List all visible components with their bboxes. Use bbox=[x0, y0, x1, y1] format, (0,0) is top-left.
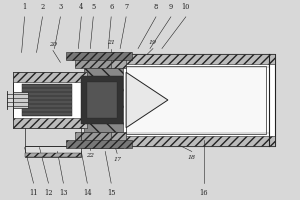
Bar bbox=[13, 118, 87, 128]
Bar bbox=[25, 153, 81, 157]
Text: 8: 8 bbox=[154, 3, 158, 11]
Bar bbox=[111, 54, 126, 68]
Text: 4: 4 bbox=[79, 3, 83, 11]
Bar bbox=[111, 132, 126, 146]
Polygon shape bbox=[126, 72, 168, 128]
Bar bbox=[111, 54, 275, 64]
Text: 12: 12 bbox=[44, 189, 53, 197]
Bar bbox=[75, 132, 123, 148]
Text: 11: 11 bbox=[29, 189, 38, 197]
Bar bbox=[126, 66, 266, 134]
Bar bbox=[66, 140, 132, 148]
Text: 21: 21 bbox=[107, 40, 115, 45]
Bar bbox=[87, 82, 117, 118]
Text: 13: 13 bbox=[59, 189, 68, 197]
Text: 17: 17 bbox=[113, 157, 121, 162]
Text: 10: 10 bbox=[182, 3, 190, 11]
Text: 5: 5 bbox=[91, 3, 95, 11]
Bar bbox=[66, 52, 132, 60]
Bar bbox=[81, 76, 123, 124]
Bar bbox=[25, 146, 81, 157]
Text: 1: 1 bbox=[22, 3, 27, 11]
Text: 3: 3 bbox=[58, 3, 62, 11]
Text: 20: 20 bbox=[49, 42, 57, 47]
Text: 6: 6 bbox=[109, 3, 113, 11]
Text: 16: 16 bbox=[200, 189, 208, 197]
Bar bbox=[13, 72, 87, 128]
Text: 7: 7 bbox=[124, 3, 128, 11]
Bar bbox=[84, 68, 123, 132]
Bar bbox=[75, 52, 123, 68]
Bar bbox=[111, 136, 275, 146]
Text: 18: 18 bbox=[188, 155, 196, 160]
Text: 9: 9 bbox=[169, 3, 173, 11]
Bar bbox=[111, 54, 275, 146]
Bar bbox=[13, 72, 87, 82]
Bar bbox=[22, 84, 72, 116]
Text: 15: 15 bbox=[107, 189, 116, 197]
Text: 19: 19 bbox=[149, 40, 157, 45]
Bar bbox=[13, 92, 28, 108]
Text: 22: 22 bbox=[86, 153, 94, 158]
Text: 2: 2 bbox=[40, 3, 45, 11]
Text: 14: 14 bbox=[83, 189, 92, 197]
